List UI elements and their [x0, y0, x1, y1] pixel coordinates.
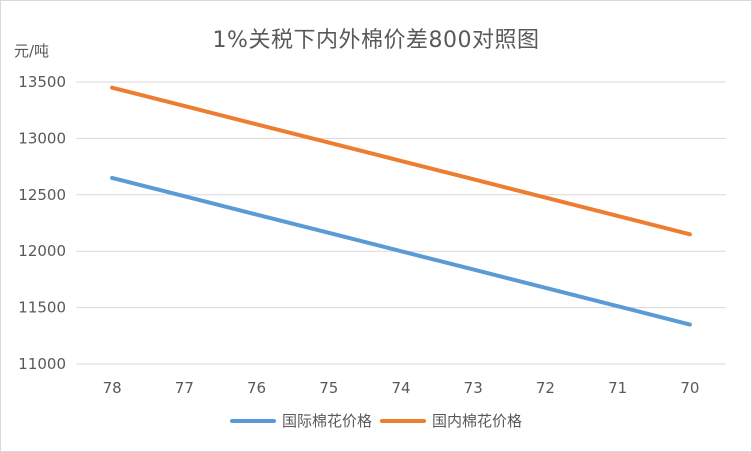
y-tick-label: 11000 [18, 355, 66, 373]
series-lines [110, 85, 692, 327]
x-axis-ticks: 78 77 76 75 74 73 72 71 70 [103, 379, 700, 397]
legend-label: 国内棉花价格 [432, 412, 523, 430]
x-tick-label: 77 [175, 379, 194, 397]
gridlines [76, 81, 726, 365]
x-tick-label: 75 [319, 379, 338, 397]
y-tick-label: 13000 [18, 129, 66, 147]
x-tick-label: 73 [464, 379, 483, 397]
x-tick-label: 71 [608, 379, 627, 397]
chart-title: 1%关税下内外棉价差800对照图 [212, 28, 540, 53]
series-line-1 [110, 85, 692, 237]
chart-legend: 国际棉花价格 国内棉花价格 [0, 410, 752, 431]
y-tick-label: 11500 [18, 299, 66, 317]
y-axis-unit-label: 元/吨 [14, 42, 50, 60]
x-tick-label: 76 [247, 379, 266, 397]
y-axis-ticks: 11000 11500 12000 12500 13000 13500 [18, 73, 66, 373]
legend-swatch [380, 418, 426, 423]
x-tick-label: 74 [391, 379, 410, 397]
x-tick-label: 72 [536, 379, 555, 397]
x-tick-label: 78 [103, 379, 122, 397]
legend-swatch [229, 418, 276, 423]
series-line-0 [110, 175, 692, 327]
legend-label: 国际棉花价格 [281, 412, 372, 430]
y-tick-label: 12500 [18, 186, 66, 204]
legend-item-0: 国际棉花价格 [229, 410, 372, 431]
x-tick-label: 70 [680, 379, 699, 397]
legend-item-1: 国内棉花价格 [380, 410, 522, 431]
y-tick-label: 13500 [18, 73, 66, 91]
y-tick-label: 12000 [18, 242, 66, 260]
